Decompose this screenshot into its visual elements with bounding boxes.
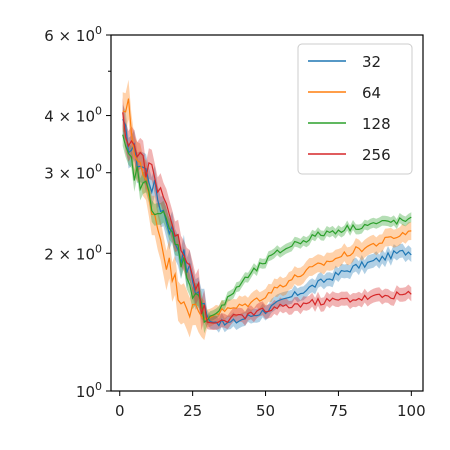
series-lines <box>122 98 412 327</box>
legend: 32 64 128 256 <box>297 43 413 175</box>
series-bands <box>122 79 412 341</box>
x-tick-label: 50 <box>256 402 275 420</box>
y-axis: 100 2 × 100 3 × 100 4 × 100 6 × 100 <box>44 24 111 401</box>
x-tick-label: 100 <box>397 402 426 420</box>
series-band-128 <box>122 124 412 334</box>
series-band-32 <box>122 104 412 333</box>
y-tick-label: 3 × 100 <box>44 162 102 183</box>
legend-label-256: 256 <box>362 146 391 164</box>
y-tick-label: 100 <box>76 380 102 401</box>
y-tick-label: 6 × 100 <box>44 24 102 45</box>
legend-label-64: 64 <box>362 84 381 102</box>
x-tick-label: 25 <box>183 402 202 420</box>
series-line-128 <box>122 134 412 324</box>
series-line-256 <box>122 112 412 324</box>
x-tick-label: 75 <box>329 402 348 420</box>
y-tick-label: 4 × 100 <box>44 105 102 126</box>
series-line-64 <box>122 98 412 321</box>
legend-label-32: 32 <box>362 53 381 71</box>
legend-box <box>297 43 413 175</box>
series-band-64 <box>122 79 412 341</box>
x-axis: 0 25 50 75 100 <box>115 391 426 420</box>
x-tick-label: 0 <box>115 402 125 420</box>
series-band-256 <box>122 97 412 331</box>
legend-label-128: 128 <box>362 115 391 133</box>
axes-frame <box>110 34 424 392</box>
y-tick-label: 2 × 100 <box>44 242 102 263</box>
